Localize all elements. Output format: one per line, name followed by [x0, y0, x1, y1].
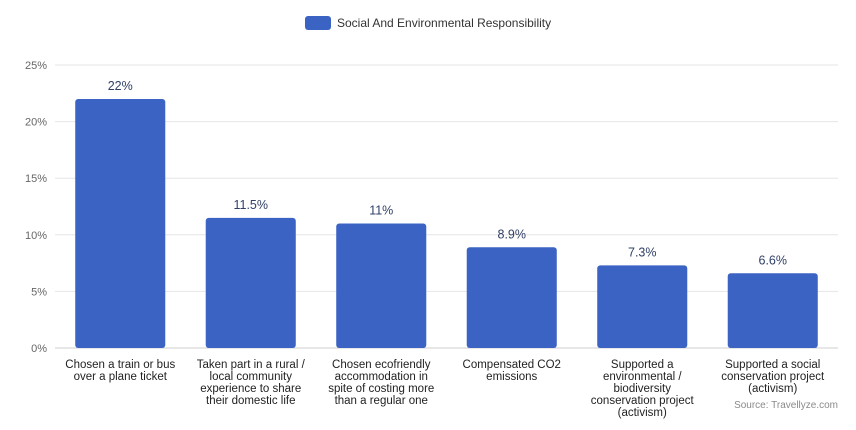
y-tick-label: 0% [31, 343, 47, 355]
x-tick-label-line: (activism) [748, 383, 797, 395]
bar [597, 265, 688, 348]
x-tick-label-line: than a regular one [335, 395, 428, 407]
x-axis: Chosen a train or bus over a plane ticket… [65, 359, 825, 419]
x-tick-label: Taken part in a rural / local community ex… [197, 359, 306, 407]
bar [205, 217, 296, 348]
gridlines [55, 64, 838, 349]
x-tick-label: Supported a social conservation project (a… [721, 359, 825, 395]
legend-label: Social And Environmental Responsibility [337, 16, 551, 30]
bar [727, 273, 818, 348]
legend: Social And Environmental Responsibility [305, 16, 551, 30]
bars [75, 98, 818, 349]
source-note: Source: Travellyze.com [734, 400, 838, 411]
bar-value-label: 7.3% [628, 245, 657, 259]
x-tick-label-line: (activism) [618, 407, 667, 419]
bar-value-label: 6.6% [759, 253, 788, 267]
x-tick-label-line: conservation project [591, 395, 695, 407]
bar-value-label: 8.9% [498, 227, 527, 241]
x-tick-label-line: spite of costing more [328, 383, 434, 395]
bar-value-label: 11.5% [233, 198, 268, 212]
x-tick-label-line: emissions [486, 371, 537, 383]
bar [336, 223, 427, 348]
bar-value-label: 22% [108, 79, 133, 93]
y-axis: 0% 5% 10% 15% 20% 25% [25, 60, 47, 355]
y-tick-label: 25% [25, 60, 47, 72]
x-tick-label-line: accommodation in [335, 371, 428, 383]
x-tick-label-line: local community [210, 371, 293, 383]
x-tick-label: Compensated CO2 emissions [463, 359, 561, 383]
bar-value-label: 11% [369, 203, 393, 217]
x-tick-label-line: Taken part in a rural / [197, 359, 306, 371]
x-tick-label-line: Supported a [611, 359, 674, 371]
bar [466, 247, 557, 348]
bar [75, 98, 166, 349]
x-tick-label: Chosen a train or bus over a plane ticket [65, 359, 175, 383]
x-tick-label-line: conservation project [721, 371, 825, 383]
y-tick-label: 15% [25, 173, 47, 185]
y-tick-label: 5% [31, 286, 47, 298]
x-tick-label-line: Chosen ecofriendly [332, 359, 431, 371]
x-tick-label: Chosen ecofriendly accommodation in spite … [328, 359, 434, 407]
x-tick-label-line: their domestic life [206, 395, 295, 407]
x-tick-label-line: environmental / [603, 371, 682, 383]
x-tick-label-line: Chosen a train or bus [65, 359, 175, 371]
legend-swatch [305, 16, 331, 30]
x-tick-label-line: Supported a social [725, 359, 820, 371]
x-tick-label-line: biodiversity [613, 383, 671, 395]
x-tick-label: Supported a environmental / biodiversity co… [591, 359, 695, 419]
y-tick-label: 10% [25, 230, 47, 242]
x-tick-label-line: experience to share [200, 383, 301, 395]
x-tick-label-line: Compensated CO2 [463, 359, 561, 371]
bar-value-labels: 22% 11.5% 11% 8.9% 7.3% 6.6% [108, 79, 787, 267]
x-tick-label-line: over a plane ticket [74, 371, 168, 383]
y-tick-label: 20% [25, 117, 47, 129]
